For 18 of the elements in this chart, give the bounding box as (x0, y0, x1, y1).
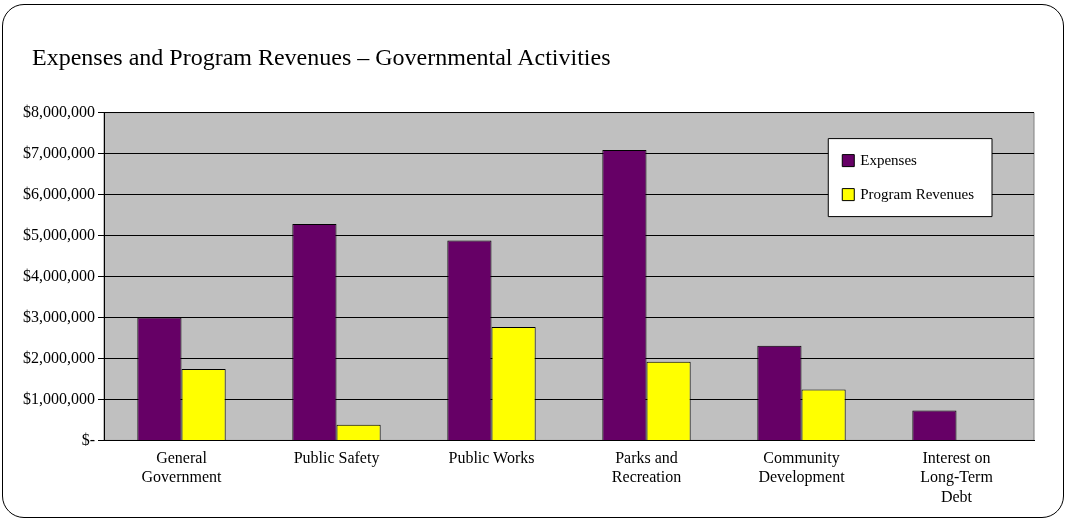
y-tick-label: $- (81, 430, 95, 448)
y-tick-label: $1,000,000 (23, 389, 95, 407)
x-tick-label: General Government (141, 449, 223, 486)
y-tick-label: $6,000,000 (23, 184, 95, 202)
x-tick-label: Public Works (448, 449, 535, 467)
y-tick-label: $4,000,000 (23, 266, 95, 284)
y-tick-label: $8,000,000 (23, 102, 95, 120)
legend-label: Expenses (860, 151, 918, 168)
y-tick-label: $3,000,000 (23, 307, 95, 325)
y-tick-label: $7,000,000 (23, 143, 95, 161)
legend-label: Program Revenues (860, 185, 975, 202)
y-tick-label: $2,000,000 (23, 348, 95, 366)
x-tick-label: Public Safety (293, 449, 380, 468)
y-tick-label: $5,000,000 (23, 225, 95, 243)
x-tick-label: Community Development (758, 449, 846, 487)
x-tick-label: Interest on Long-Term Debt (920, 449, 994, 505)
x-tick-label: Parks and Recreation (611, 449, 682, 486)
chart-title: Expenses and Program Revenues – Governmental Activities (32, 44, 611, 71)
